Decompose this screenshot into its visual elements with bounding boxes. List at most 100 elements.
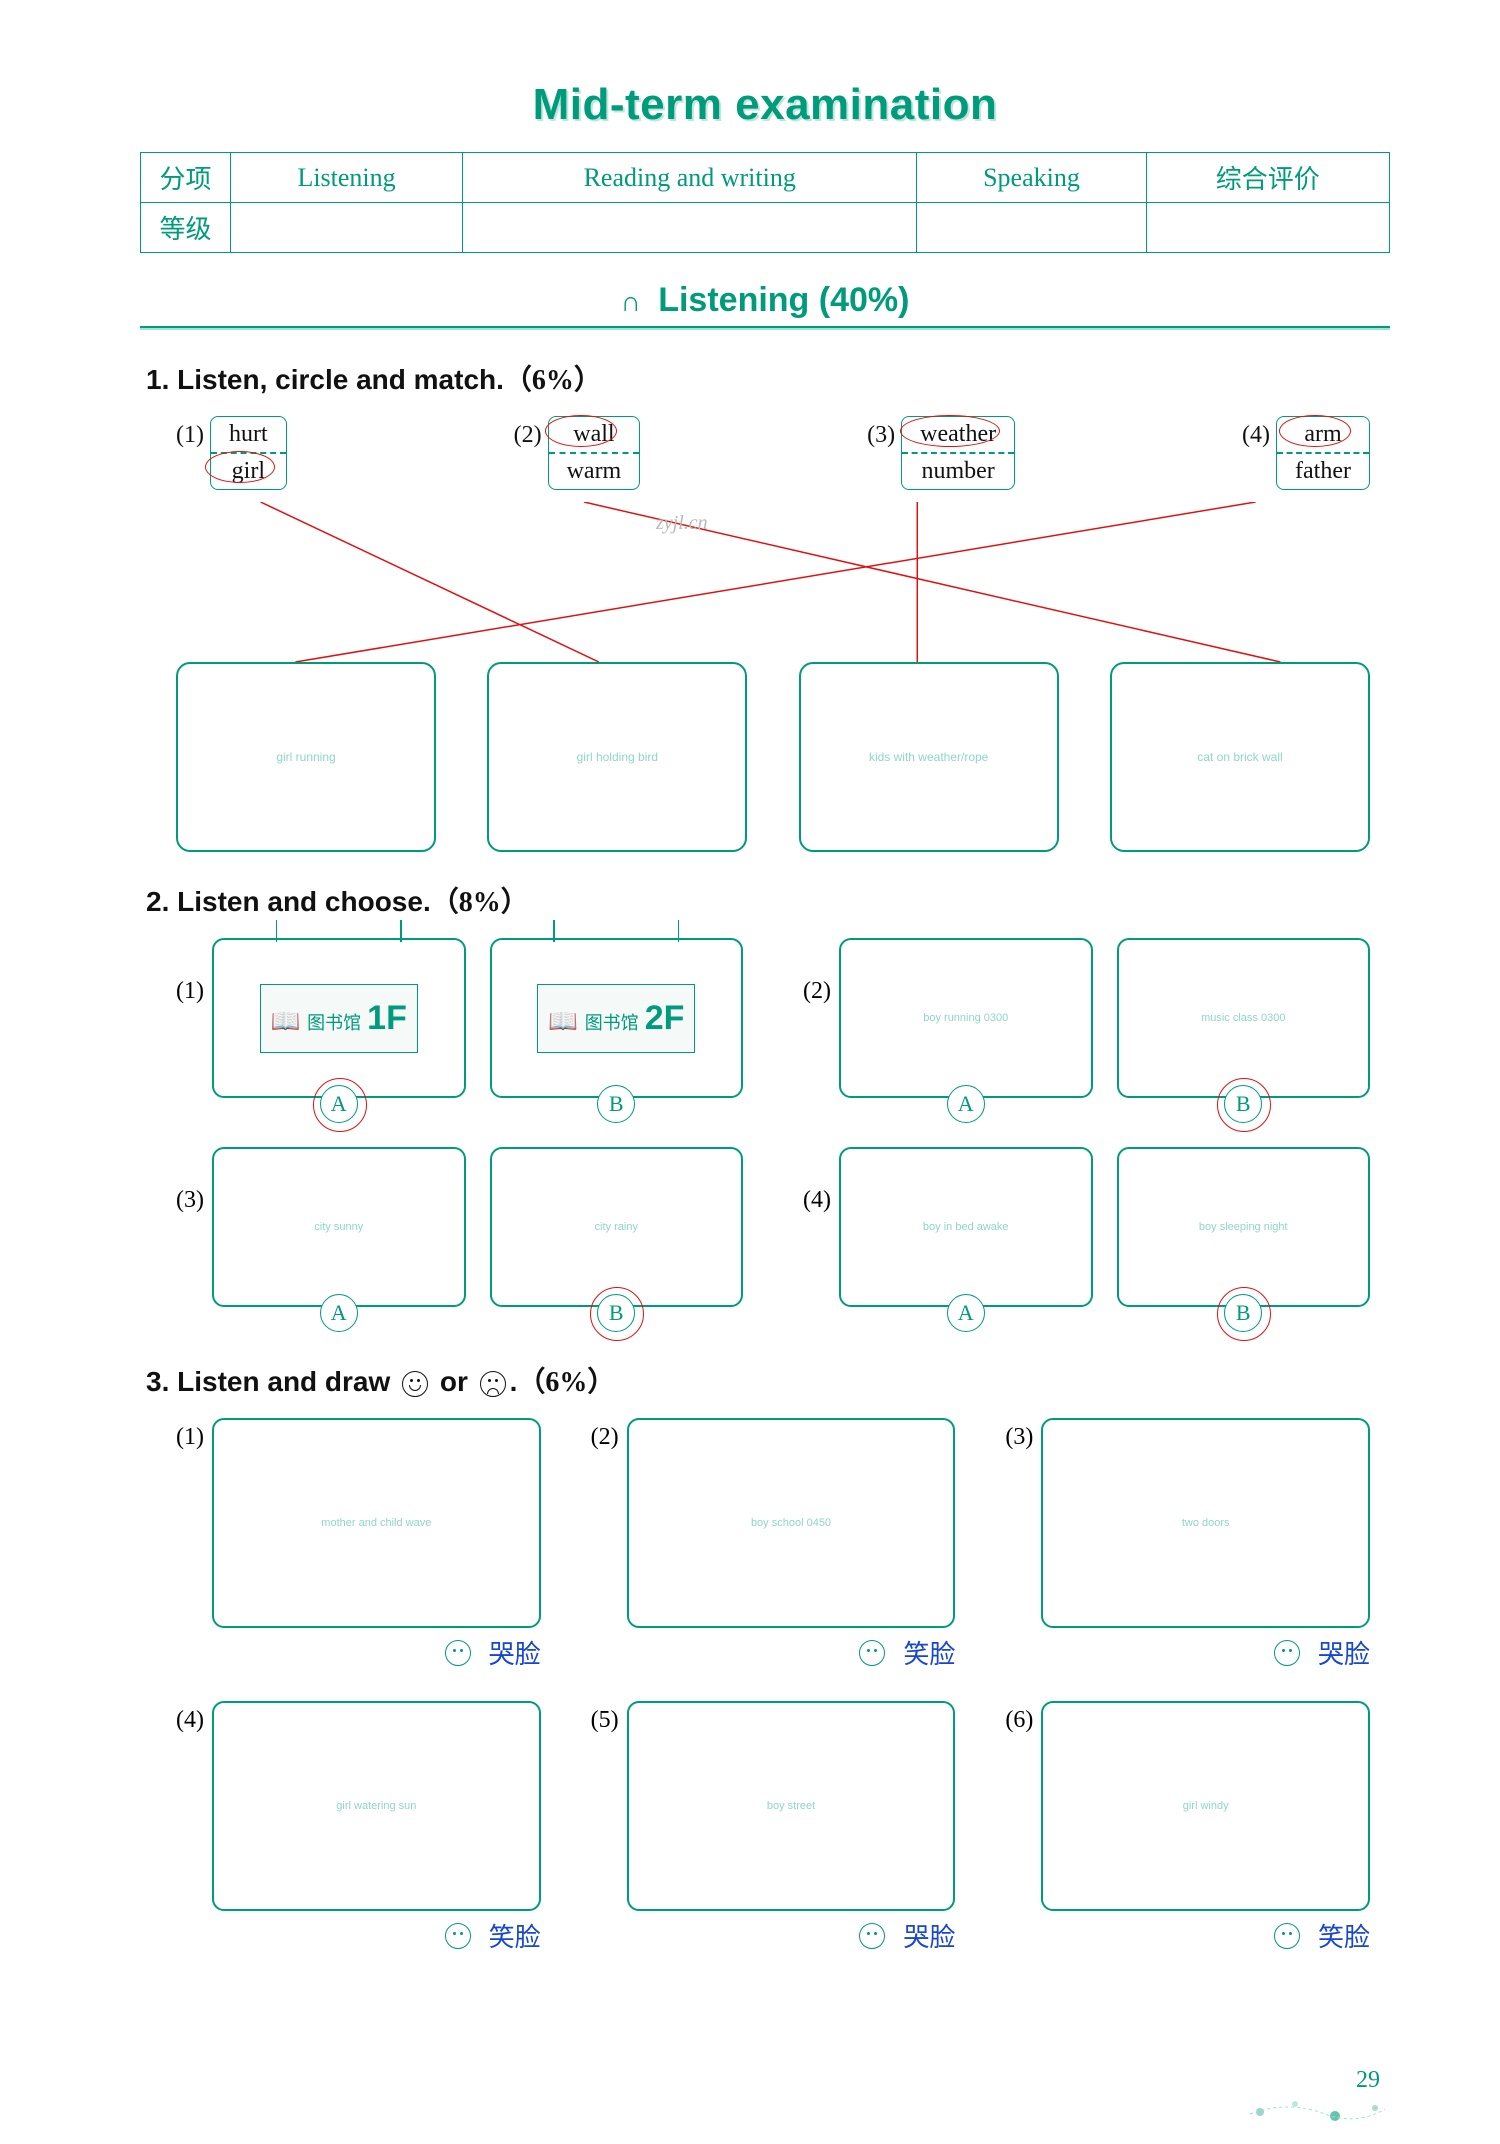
word: arm (1295, 421, 1351, 448)
word: wall (567, 421, 622, 448)
q2-item: (4) boy in bed awake A boy sleeping nigh… (803, 1147, 1370, 1332)
col-header: 综合评价 (1146, 153, 1389, 203)
q3-item: (6) girl windy 笑脸 (1005, 1701, 1370, 1954)
q1-match-lines: zyjl.cn (176, 502, 1370, 662)
q1-item: (2) wall warm (514, 416, 641, 490)
match-image: girl running (176, 662, 436, 852)
smile-icon (402, 1371, 428, 1397)
q1-words-row: (1) hurt girl (2) wall warm (3) weather … (140, 416, 1390, 490)
item-num: (4) (803, 1187, 831, 1214)
section-header: ∩ Listening (40%) (140, 281, 1390, 320)
choice-label: A (320, 1294, 358, 1332)
q2-grid: (1) 📖 图书馆1F A 📖 图书馆2F B (140, 938, 1390, 1332)
choice-image: music class 0300 (1117, 938, 1371, 1098)
match-image: girl holding bird (487, 662, 747, 852)
q2-item: (1) 📖 图书馆1F A 📖 图书馆2F B (176, 938, 743, 1123)
q3-row: (4) girl watering sun 笑脸 (5) boy street … (140, 1701, 1390, 1954)
choice-image: boy in bed awake (839, 1147, 1093, 1307)
choice-image: city sunny (212, 1147, 466, 1307)
q1-item: (4) arm father (1242, 416, 1370, 490)
score-table: 分项 Listening Reading and writing Speakin… (140, 152, 1390, 253)
answer-text: 哭脸 (903, 1917, 955, 1954)
item-num: (1) (176, 1424, 204, 1451)
decoration-dots (1240, 2094, 1390, 2124)
q3-item: (3) two doors 哭脸 (1005, 1418, 1370, 1671)
choice-image: 📖 图书馆2F (490, 938, 744, 1098)
item-num: (3) (1005, 1424, 1033, 1451)
choice-label: B (1224, 1085, 1262, 1123)
draw-image: girl watering sun (212, 1701, 541, 1911)
library-sign: 📖 图书馆1F (260, 984, 418, 1053)
word: warm (567, 458, 622, 485)
section-rule (140, 326, 1390, 330)
q2-item: (3) city sunny A city rainy B (176, 1147, 743, 1332)
item-num: (6) (1005, 1707, 1033, 1734)
q1-item: (3) weather number (867, 416, 1015, 490)
item-num: (4) (1242, 422, 1270, 449)
face-slot (445, 1640, 471, 1666)
score-cell (1146, 203, 1389, 253)
draw-image: girl windy (1041, 1701, 1370, 1911)
draw-image: two doors (1041, 1418, 1370, 1628)
word: father (1295, 458, 1351, 485)
q3-row: (1) mother and child wave 哭脸 (2) boy sch… (140, 1418, 1390, 1671)
choice-label: A (320, 1085, 358, 1123)
choice-label: B (597, 1085, 635, 1123)
col-header: Reading and writing (463, 153, 917, 203)
face-slot (445, 1923, 471, 1949)
q3-title: 3. Listen and draw or .（6%） (146, 1360, 1390, 1400)
word: number (920, 458, 996, 485)
word-box: weather number (901, 416, 1015, 490)
col-header: Speaking (917, 153, 1146, 203)
item-num: (1) (176, 422, 204, 449)
page-title: Mid-term examination (140, 80, 1390, 130)
choice-image: 📖 图书馆1F (212, 938, 466, 1098)
choice-image: boy running 0300 (839, 938, 1093, 1098)
face-slot (1274, 1923, 1300, 1949)
q3-item: (2) boy school 0450 笑脸 (591, 1418, 956, 1671)
face-slot (859, 1923, 885, 1949)
draw-image: boy school 0450 (627, 1418, 956, 1628)
row-header: 等级 (141, 203, 231, 253)
score-cell (463, 203, 917, 253)
item-num: (2) (803, 978, 831, 1005)
q2-item: (2) boy running 0300 A music class 0300 … (803, 938, 1370, 1123)
sad-icon (480, 1371, 506, 1397)
answer-text: 笑脸 (903, 1634, 955, 1671)
answer-text: 哭脸 (489, 1634, 541, 1671)
draw-image: mother and child wave (212, 1418, 541, 1628)
match-image: kids with weather/rope (799, 662, 1059, 852)
choice-image: city rainy (490, 1147, 744, 1307)
item-num: (2) (591, 1424, 619, 1451)
library-sign: 📖 图书馆2F (537, 984, 695, 1053)
answer-text: 笑脸 (1318, 1917, 1370, 1954)
item-num: (2) (514, 422, 542, 449)
face-slot (859, 1640, 885, 1666)
q2-title: 2. Listen and choose.（8%） (146, 880, 1390, 920)
score-cell (231, 203, 463, 253)
q1-images-row: girl running girl holding bird kids with… (140, 662, 1390, 852)
word-box: arm father (1276, 416, 1370, 490)
headphone-icon: ∩ (621, 286, 641, 317)
word: hurt (229, 421, 268, 448)
choice-label: A (947, 1085, 985, 1123)
item-num: (4) (176, 1707, 204, 1734)
item-num: (3) (867, 422, 895, 449)
item-num: (5) (591, 1707, 619, 1734)
choice-label: A (947, 1294, 985, 1332)
word: weather (920, 421, 996, 448)
word-box: hurt girl (210, 416, 287, 490)
q3-item: (1) mother and child wave 哭脸 (176, 1418, 541, 1671)
q1-item: (1) hurt girl (176, 416, 287, 490)
col-header: Listening (231, 153, 463, 203)
q1-title: 1. Listen, circle and match.（6%） (146, 358, 1390, 398)
section-label: Listening (40%) (658, 281, 909, 319)
match-image: cat on brick wall (1110, 662, 1370, 852)
watermark: zyjl.cn (656, 512, 708, 535)
word: girl (229, 458, 268, 485)
draw-image: boy street (627, 1701, 956, 1911)
item-num: (3) (176, 1187, 204, 1214)
q3-item: (4) girl watering sun 笑脸 (176, 1701, 541, 1954)
choice-label: B (1224, 1294, 1262, 1332)
word-box: wall warm (548, 416, 641, 490)
